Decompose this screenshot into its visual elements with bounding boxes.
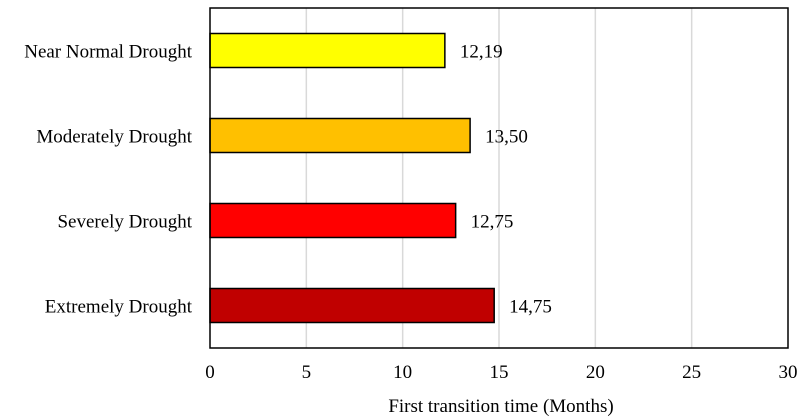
labels: 0 5 10 15 20 25 30 Near Normal Drought 12,19 Mode… — [24, 42, 797, 384]
category-label: Extremely Drought — [45, 297, 193, 318]
category-label: Severely Drought — [57, 212, 192, 233]
data-label: 14,75 — [509, 297, 552, 318]
x-tick-label: 0 — [205, 362, 215, 383]
x-tick-label: 15 — [490, 362, 509, 383]
data-label: 13,50 — [485, 127, 528, 148]
x-axis-title: First transition time (Months) — [388, 396, 613, 417]
bar — [209, 117, 471, 154]
category-label: Moderately Drought — [36, 127, 192, 148]
bars — [209, 32, 495, 324]
x-tick-label: 5 — [302, 362, 312, 383]
bar — [209, 287, 495, 324]
category-label: Near Normal Drought — [24, 42, 193, 63]
x-tick-label: 20 — [586, 362, 605, 383]
data-label: 12,19 — [460, 42, 503, 63]
plot-area-frame — [209, 7, 789, 349]
bar — [209, 202, 457, 239]
bar — [209, 32, 446, 69]
x-tick-label: 10 — [393, 362, 412, 383]
x-tick-label: 25 — [682, 362, 701, 383]
data-label: 12,75 — [471, 212, 514, 233]
x-tick-label: 30 — [779, 362, 798, 383]
